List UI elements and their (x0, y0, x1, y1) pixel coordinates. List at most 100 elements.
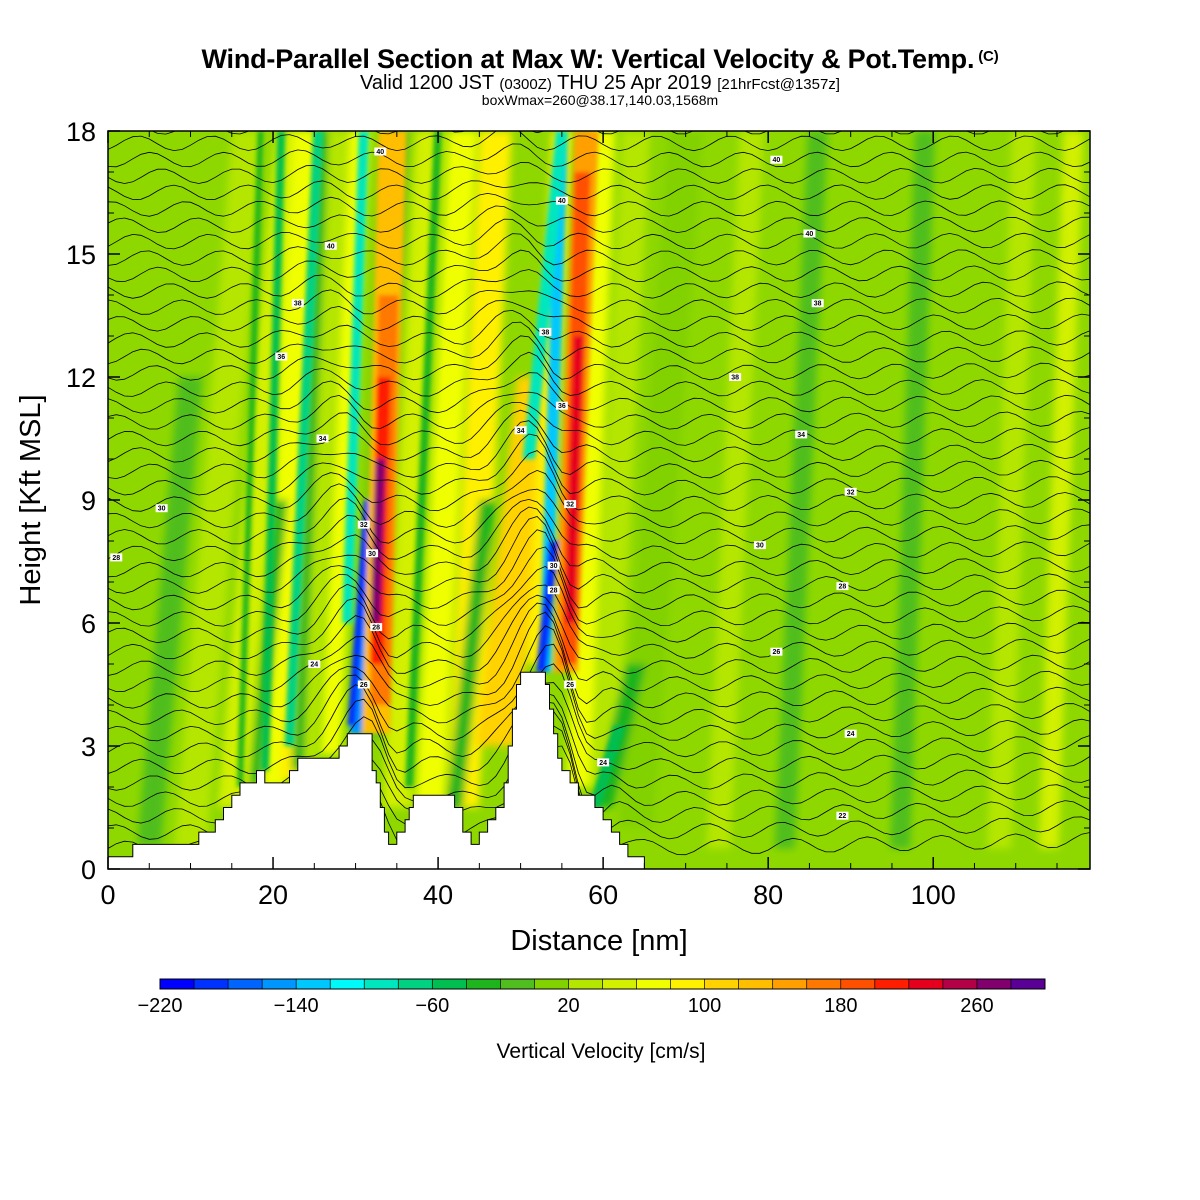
terrain-mask (108, 671, 1090, 869)
subtitle-forecast: [21hrFcst@1357z] (717, 76, 840, 93)
theta-label: 40 (374, 147, 387, 156)
theta-contour-line (108, 351, 1090, 397)
theta-label: 32 (844, 487, 857, 496)
theta-label: 28 (110, 553, 123, 562)
theta-contour-line (108, 233, 1090, 266)
theta-label-bg (844, 729, 857, 738)
theta-label-bg (547, 561, 560, 570)
theta-label: 34 (316, 434, 329, 443)
y-axis-label: Height [Kft MSL] (15, 394, 47, 605)
theta-label: 26 (770, 647, 783, 656)
colorbar-swatch (874, 979, 910, 989)
theta-label: 24 (844, 729, 857, 738)
colorbar-tick-label: −60 (415, 995, 449, 1017)
velocity-core (370, 459, 386, 623)
colorbar-swatch (364, 979, 399, 989)
y-tick-label: 15 (66, 240, 96, 270)
theta-label-text: 26 (360, 682, 368, 689)
colorbar-swatch (330, 979, 365, 989)
colorbar-tick-label: 20 (557, 995, 579, 1017)
x-tick-label: 40 (423, 880, 453, 910)
theta-label-bg (555, 196, 568, 205)
colorbar-label: Vertical Velocity [cm/s] (497, 1040, 706, 1063)
theta-label-text: 28 (839, 584, 847, 591)
theta-contour-line (108, 192, 1090, 217)
theta-label: 32 (357, 520, 370, 529)
theta-label-text: 24 (847, 731, 855, 738)
theta-label-text: 32 (566, 502, 574, 509)
theta-label-text: 30 (550, 563, 558, 570)
colorbar-swatch (704, 979, 739, 989)
theta-label: 40 (555, 196, 568, 205)
y-tick-label: 3 (81, 732, 96, 762)
theta-contour-line (108, 565, 1090, 644)
theta-contour-line (108, 372, 1090, 414)
theta-label-text: 30 (756, 543, 764, 550)
theta-contour-line (108, 469, 1090, 529)
colorbar-swatch (262, 979, 297, 989)
theta-contour-line (108, 97, 1090, 118)
theta-contour-line (108, 289, 1090, 315)
theta-label: 28 (370, 623, 383, 632)
theta-label-text: 32 (360, 522, 368, 529)
colorbar-swatch (636, 979, 671, 989)
theta-label: 40 (324, 241, 337, 250)
chart-title: Wind-Parallel Section at Max W: Vertical… (0, 44, 1200, 75)
theta-label-bg (357, 680, 370, 689)
theta-label-text: 30 (158, 506, 166, 513)
velocity-band (174, 131, 265, 849)
theta-contour-line (108, 409, 1090, 463)
colorbar-swatch (398, 979, 433, 989)
theta-label-text: 38 (541, 329, 549, 336)
velocity-core (588, 725, 626, 808)
theta-label-bg (357, 520, 370, 529)
theta-label: 24 (597, 758, 610, 767)
chart-subtitle: Valid 1200 JST (0300Z) THU 25 Apr 2019 [… (0, 72, 1200, 95)
theta-label-bg (795, 430, 808, 439)
theta-contour-line (108, 205, 1090, 234)
theta-label: 28 (547, 586, 560, 595)
y-tick-label: 9 (81, 486, 96, 516)
velocity-core (237, 131, 264, 787)
theta-contour-line (108, 269, 1090, 299)
colorbar-swatch (568, 979, 603, 989)
colorbar-tick-label: −140 (274, 995, 319, 1017)
theta-label-bg (836, 811, 849, 820)
velocity-core (536, 541, 559, 673)
colorbar-swatch (840, 979, 876, 989)
colorbar-swatch (500, 979, 535, 989)
colorbar-tick-label: −220 (137, 995, 182, 1017)
theta-contour-line (108, 663, 1090, 758)
theta-contour-labels: 40 40 38 36 34 32 30 28 24 26 30 28 40 38 36 34 32 30 28 26… (110, 147, 857, 820)
colorbar-swatch (908, 979, 944, 989)
velocity-core (284, 131, 324, 746)
colorbar-swatch (738, 979, 773, 989)
colorbar-tick-label: 100 (688, 995, 721, 1017)
colorbar-swatch (976, 979, 1012, 989)
theta-contour-line (108, 391, 1090, 430)
colorbar-swatch (228, 979, 263, 989)
theta-contour-line (151, 131, 1065, 135)
x-tick-label: 80 (753, 880, 783, 910)
theta-label-text: 28 (112, 555, 120, 562)
theta-label-text: 38 (731, 375, 739, 382)
theta-contour-line (108, 584, 1090, 660)
theta-label-bg (770, 155, 783, 164)
colorbar-swatch (670, 979, 705, 989)
theta-label-text: 36 (558, 403, 566, 410)
theta-label: 36 (275, 352, 288, 361)
theta-label-bg (597, 758, 610, 767)
theta-label-text: 36 (277, 354, 285, 361)
x-tick-label: 100 (911, 880, 956, 910)
colorbar-swatch (466, 979, 501, 989)
theta-contour-line (108, 321, 1090, 365)
colorbar-tick-label: 260 (960, 995, 993, 1017)
theta-label-bg (564, 500, 577, 509)
theta-label-bg (316, 434, 329, 443)
subtitle-utc: (0300Z) (499, 76, 552, 93)
velocity-band (137, 377, 203, 845)
theta-contour-line (108, 516, 1090, 594)
theta-label: 38 (729, 373, 742, 382)
x-tick-label: 0 (100, 880, 115, 910)
theta-label-text: 34 (517, 428, 525, 435)
